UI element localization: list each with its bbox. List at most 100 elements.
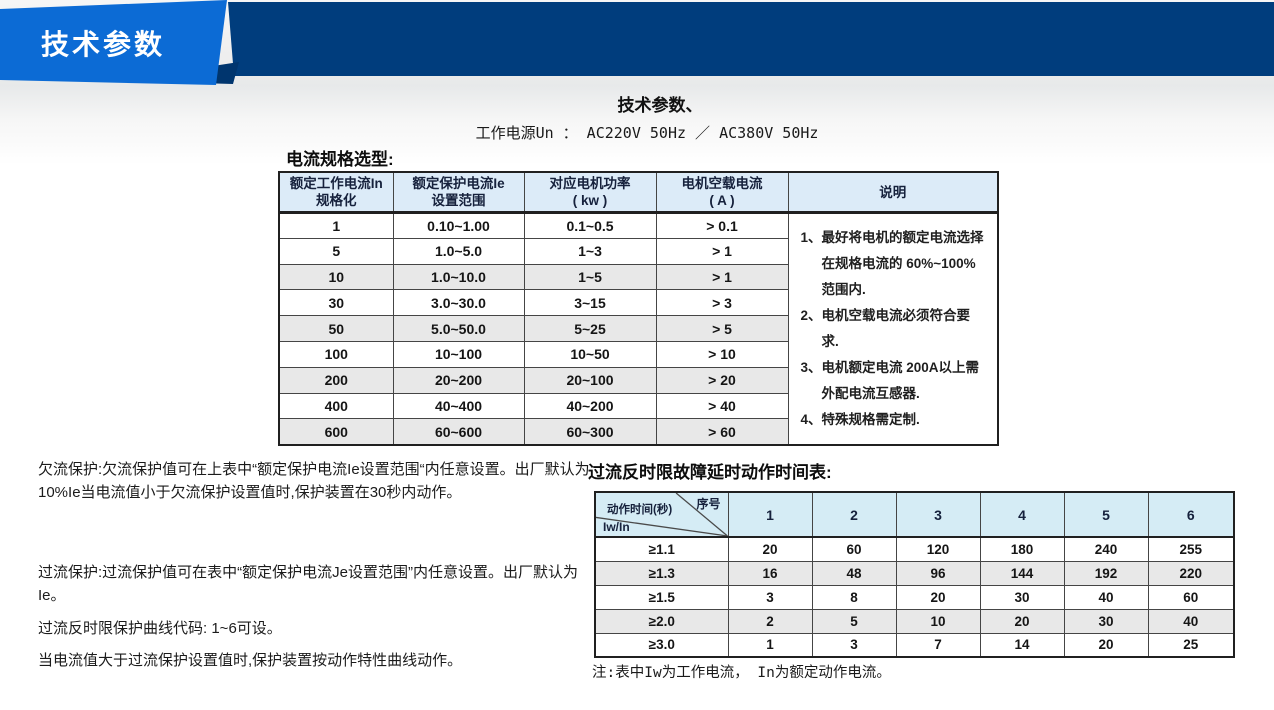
table-cell: > 10 <box>655 340 789 368</box>
table-cell: 25 <box>1147 632 1235 658</box>
table-cell: 60 <box>1147 584 1235 610</box>
table-cell: 5~25 <box>523 315 657 342</box>
delay-table-footnote: 注:表中Iw为工作电流， In为额定动作电流。 <box>592 665 891 681</box>
row-label-cell: ≥1.1 <box>594 536 729 562</box>
table-cell: 120 <box>895 536 981 562</box>
header-line: ( A ) <box>709 193 735 208</box>
table-cell: 40 <box>1063 584 1149 610</box>
table-cell: > 0.1 <box>655 212 789 239</box>
undercurrent-protection-text: 欠流保护:欠流保护值可在上表中“额定保护电流Ie设置范围“内任意设置。出厂默认为… <box>38 461 590 501</box>
spec-table-row: 600 60~600 60~300 > 60 <box>278 418 998 446</box>
diagonal-lines <box>596 493 727 535</box>
table-cell: 96 <box>895 560 981 586</box>
table-cell: 60~600 <box>392 418 525 446</box>
header-rated-working-current: 额定工作电流In 规格化 <box>278 171 394 214</box>
table-cell: 0.1~0.5 <box>523 212 657 239</box>
curve-code-text: 过流反时限保护曲线代码: 1~6可设。 <box>38 620 282 637</box>
banner-ribbon <box>0 0 227 85</box>
header-line: 设置范围 <box>431 193 486 208</box>
diagonal-corner-cell: 动作时间(秒) 序号 Iw/In <box>594 491 729 538</box>
spec-table-row: 400 40~400 40~200 > 40 <box>278 392 998 420</box>
table-cell: 20~100 <box>523 366 657 394</box>
corner-label-iw-in: Iw/In <box>603 520 630 534</box>
table-cell: 100 <box>278 340 394 368</box>
table-cell: 14 <box>979 632 1065 658</box>
table-cell: > 1 <box>655 237 789 265</box>
header-col-2: 2 <box>811 491 897 538</box>
table-cell: 192 <box>1063 560 1149 586</box>
delay-table-row: ≥1.5 3 8 20 30 40 60 <box>594 584 1235 610</box>
notes-cell: 1、最好将电机的额定电流选择在规格电流的 60%~100%范围内. 2、电机空载电… <box>787 211 999 446</box>
table-cell: 0.10~1.00 <box>392 212 525 239</box>
table-cell: 144 <box>979 560 1065 586</box>
delay-time-table: 动作时间(秒) 序号 Iw/In 1 2 3 4 5 6 ≥1.1 20 60 120… <box>594 491 1235 658</box>
row-label-cell: ≥2.0 <box>594 608 729 634</box>
power-supply-spec: 工作电源Un ： AC220V 50Hz ／ AC380V 50Hz <box>475 124 819 142</box>
table-cell: 3.0~30.0 <box>392 289 525 317</box>
header-no-load-current: 电机空载电流 ( A ) <box>655 171 789 214</box>
table-cell: > 20 <box>655 366 789 394</box>
table-cell: 220 <box>1147 560 1235 586</box>
table-cell: > 3 <box>655 289 789 317</box>
table-cell: 20 <box>1063 632 1149 658</box>
table-cell: 10~100 <box>392 340 525 368</box>
table-cell: 240 <box>1063 536 1149 562</box>
header-line: 电机空载电流 <box>681 176 763 191</box>
delay-table-row: ≥1.1 20 60 120 180 240 255 <box>594 536 1235 562</box>
table-cell: 3 <box>727 584 813 610</box>
table-cell: 1~3 <box>523 237 657 265</box>
table-cell: 30 <box>278 289 394 317</box>
header-line: 额定工作电流In <box>289 176 383 191</box>
table-cell: 20 <box>979 608 1065 634</box>
table-cell: 1~5 <box>523 263 657 291</box>
row-label-cell: ≥1.5 <box>594 584 729 610</box>
corner-label-index: 序号 <box>696 497 721 511</box>
note-item: 4、特殊规格需定制. <box>800 411 920 427</box>
spec-table-row: 50 5.0~50.0 5~25 > 5 <box>278 315 998 342</box>
header-col-3: 3 <box>895 491 981 538</box>
corner-label-action-time: 动作时间(秒) <box>607 504 673 516</box>
table-cell: 1 <box>278 212 394 239</box>
spec-table-row: 200 20~200 20~100 > 20 <box>278 366 998 394</box>
page-title: 技术参数、 <box>617 96 703 115</box>
header-col-1: 1 <box>727 491 813 538</box>
header-col-4: 4 <box>979 491 1065 538</box>
table-cell: 200 <box>278 366 394 394</box>
table-cell: > 5 <box>655 315 789 342</box>
action-curve-text: 当电流值大于过流保护设置值时,保护装置按动作特性曲线动作。 <box>38 652 463 669</box>
spec-table-row: 10 1.0~10.0 1~5 > 1 <box>278 263 998 291</box>
header-col-5: 5 <box>1063 491 1149 538</box>
table-cell: > 40 <box>655 392 789 420</box>
table-cell: 600 <box>278 418 394 446</box>
table-cell: 3 <box>811 632 897 658</box>
table-cell: 20 <box>727 536 813 562</box>
delay-table-row: ≥3.0 1 3 7 14 20 25 <box>594 632 1235 658</box>
header-notes: 说明 <box>787 171 999 214</box>
table-cell: 5.0~50.0 <box>392 315 525 342</box>
note-item: 3、电机额定电流 200A以上需外配电流互感器. <box>800 359 980 401</box>
table-cell: 16 <box>727 560 813 586</box>
table-cell: 7 <box>895 632 981 658</box>
table-cell: 2 <box>727 608 813 634</box>
table-cell: 30 <box>1063 608 1149 634</box>
table-header-row: 动作时间(秒) 序号 Iw/In 1 2 3 4 5 6 <box>594 491 1235 538</box>
header-line: 规格化 <box>316 193 357 208</box>
overcurrent-protection-text: 过流保护:过流保护值可在表中“额定保护电流Je设置范围”内任意设置。出厂默认为I… <box>38 564 579 604</box>
current-spec-table: 额定工作电流In 规格化 额定保护电流Ie 设置范围 对应电机功率 ( kw )… <box>278 171 999 446</box>
spec-table-row: 1 0.10~1.00 0.1~0.5 > 0.1 1、最好将电机的额定电流选择在规格电… <box>278 211 999 446</box>
note-item: 1、最好将电机的额定电流选择在规格电流的 60%~100%范围内. <box>800 229 984 297</box>
table-cell: 255 <box>1147 536 1235 562</box>
table-cell: 1.0~10.0 <box>392 263 525 291</box>
table-cell: 30 <box>979 584 1065 610</box>
table-cell: 40~200 <box>523 392 657 420</box>
table-cell: 20 <box>895 584 981 610</box>
header-motor-power: 对应电机功率 ( kw ) <box>523 171 657 214</box>
table-cell: 48 <box>811 560 897 586</box>
table-cell: 5 <box>278 237 394 265</box>
header-line: 对应电机功率 <box>549 176 631 191</box>
row-label-cell: ≥3.0 <box>594 632 729 658</box>
table-cell: 10~50 <box>523 340 657 368</box>
table-cell: 60~300 <box>523 418 657 446</box>
header-line: 额定保护电流Ie <box>412 176 505 191</box>
table-cell: 40 <box>1147 608 1235 634</box>
